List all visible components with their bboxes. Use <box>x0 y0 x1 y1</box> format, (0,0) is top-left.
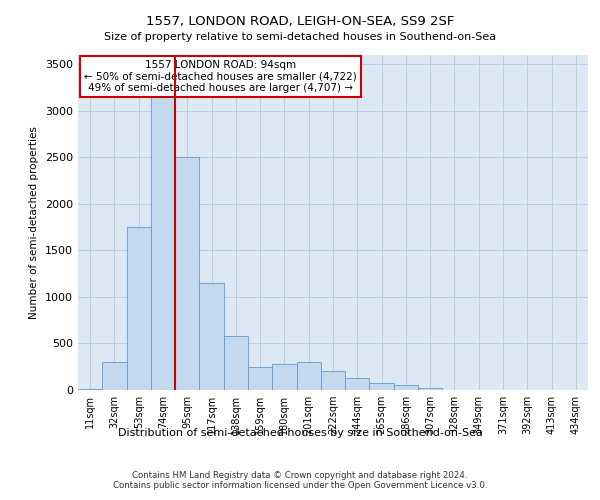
Bar <box>199 283 224 390</box>
Bar <box>127 227 151 390</box>
Y-axis label: Number of semi-detached properties: Number of semi-detached properties <box>29 126 40 319</box>
Bar <box>151 92 175 390</box>
Bar <box>370 382 394 390</box>
Bar <box>272 364 296 390</box>
Bar <box>102 362 127 390</box>
Bar <box>224 336 248 390</box>
Bar <box>394 386 418 390</box>
Text: 1557 LONDON ROAD: 94sqm
← 50% of semi-detached houses are smaller (4,722)
49% of: 1557 LONDON ROAD: 94sqm ← 50% of semi-de… <box>85 60 357 93</box>
Bar <box>345 378 370 390</box>
Text: Contains HM Land Registry data © Crown copyright and database right 2024.
Contai: Contains HM Land Registry data © Crown c… <box>113 470 487 490</box>
Text: Distribution of semi-detached houses by size in Southend-on-Sea: Distribution of semi-detached houses by … <box>118 428 482 438</box>
Bar <box>418 388 442 390</box>
Text: Size of property relative to semi-detached houses in Southend-on-Sea: Size of property relative to semi-detach… <box>104 32 496 42</box>
Bar <box>175 158 199 390</box>
Bar <box>296 362 321 390</box>
Text: 1557, LONDON ROAD, LEIGH-ON-SEA, SS9 2SF: 1557, LONDON ROAD, LEIGH-ON-SEA, SS9 2SF <box>146 15 454 28</box>
Bar <box>248 366 272 390</box>
Bar <box>321 372 345 390</box>
